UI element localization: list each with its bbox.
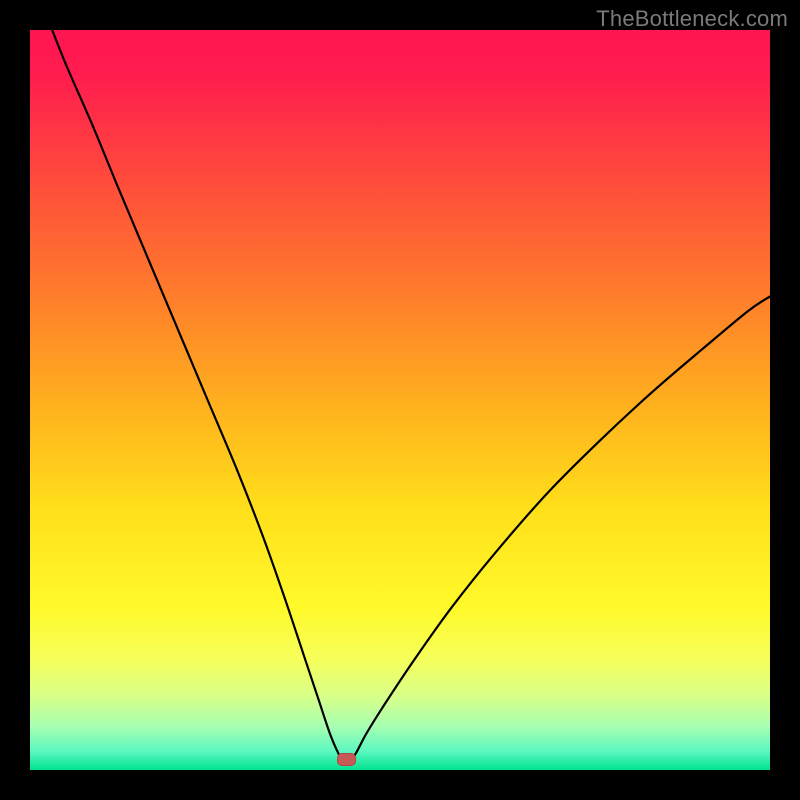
watermark-text: TheBottleneck.com — [596, 6, 788, 32]
plot-area — [30, 30, 770, 770]
bottleneck-curve — [30, 30, 770, 770]
optimum-marker — [337, 753, 356, 766]
chart-frame: TheBottleneck.com — [0, 0, 800, 800]
